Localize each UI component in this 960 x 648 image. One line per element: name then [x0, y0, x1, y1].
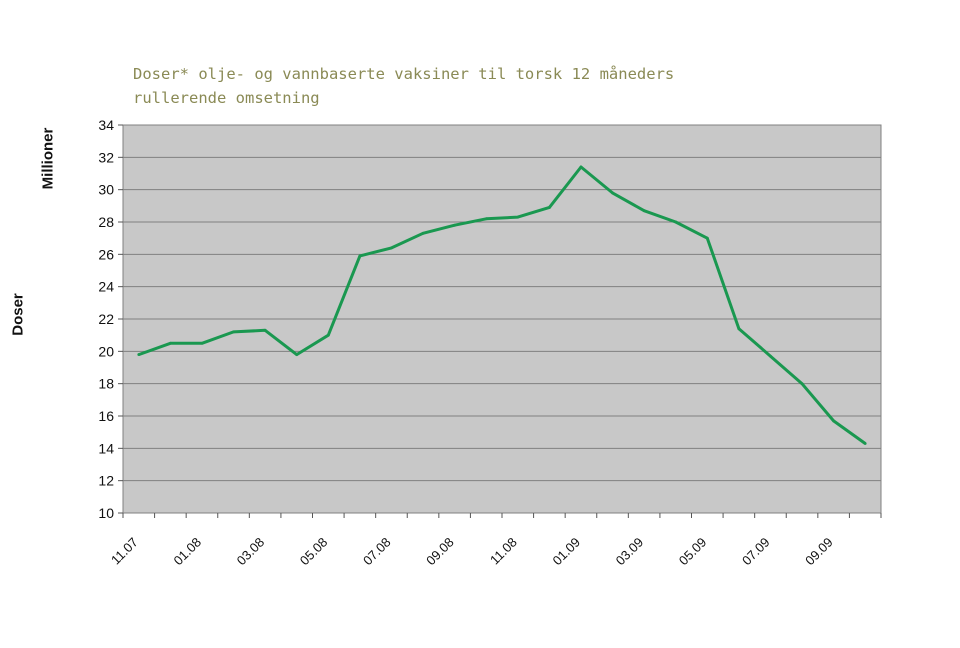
y-tick-label: 24	[98, 279, 114, 295]
x-tick-label: 05.08	[297, 535, 331, 569]
data-point	[453, 223, 457, 227]
y-tick-label: 28	[98, 214, 114, 230]
x-axis: 11.07 01.08 03.08 05.08 07.08 09.08 11.08 01.09…	[108, 513, 882, 569]
y-tick-label: 12	[98, 473, 114, 489]
y-tick-label: 26	[98, 246, 114, 262]
x-tick-label: 07.08	[360, 535, 394, 569]
chart-title: Doser* olje- og vannbaserte vaksiner til…	[133, 65, 675, 107]
x-tick-label: 01.09	[549, 535, 583, 569]
data-point	[737, 327, 741, 331]
data-point	[232, 330, 235, 334]
x-tick-label: 09.09	[802, 535, 836, 569]
series-layer	[137, 165, 867, 445]
data-point	[579, 165, 583, 169]
data-point	[263, 328, 267, 332]
y-tick-label: 18	[98, 376, 114, 392]
data-point	[611, 191, 614, 195]
data-point	[705, 236, 709, 240]
x-tick-label: 01.08	[170, 535, 204, 569]
data-point	[295, 353, 299, 356]
data-point	[863, 442, 867, 445]
data-point	[168, 341, 172, 345]
y-tick-label: 22	[98, 311, 114, 327]
data-point	[832, 419, 836, 423]
gridlines	[123, 156, 881, 482]
data-point	[547, 206, 551, 209]
y-tick-label: 32	[98, 149, 114, 165]
data-point	[326, 333, 330, 337]
data-point	[484, 217, 488, 221]
x-tick-label: 09.08	[423, 535, 457, 569]
y-tick-label: 34	[98, 117, 114, 133]
x-tick-label: 03.08	[234, 535, 268, 569]
y-tick-label: 20	[98, 343, 114, 359]
x-tick-label: 03.09	[613, 535, 647, 569]
y-tick-label: 30	[98, 182, 114, 198]
y-tick-label: 16	[98, 408, 114, 424]
series-line	[138, 165, 867, 445]
y-axis: 10 12 14 16 18 20 22 24 26 28 30 32 34	[98, 117, 123, 521]
x-tick-label: 11.07	[108, 535, 141, 568]
data-point	[642, 209, 646, 213]
data-point	[800, 382, 804, 386]
data-point	[769, 354, 772, 358]
y-tick-label: 14	[98, 440, 114, 456]
data-point	[516, 215, 520, 219]
data-point	[137, 353, 141, 356]
x-tick-label: 05.09	[676, 535, 710, 569]
x-tick-label: 07.09	[739, 535, 773, 569]
data-point	[421, 231, 425, 235]
data-point	[674, 220, 678, 224]
data-point	[358, 254, 362, 258]
data-point	[200, 341, 204, 345]
y-tick-label: 10	[98, 505, 114, 521]
data-point	[390, 246, 393, 250]
x-tick-label: 11.08	[487, 535, 520, 568]
